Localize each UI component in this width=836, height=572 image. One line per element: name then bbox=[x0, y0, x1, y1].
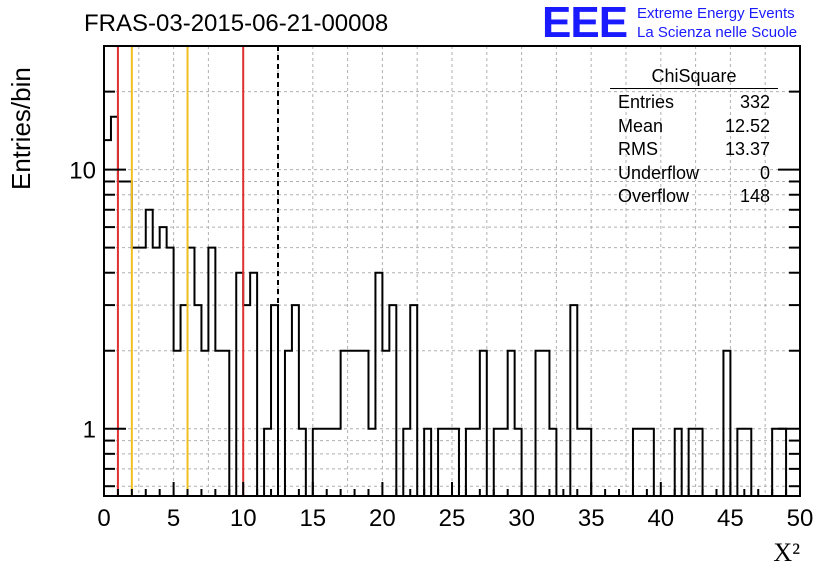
histogram-bin bbox=[125, 181, 132, 496]
stats-value: 12.52 bbox=[724, 115, 770, 136]
x-tick-label: 0 bbox=[97, 505, 110, 532]
histogram-bin bbox=[536, 351, 543, 496]
stats-label: Underflow bbox=[618, 162, 700, 183]
histogram-bin bbox=[375, 273, 382, 496]
logo-mark: EEE bbox=[542, 0, 628, 47]
tick-labels: 0 5 10 15 20 25 30 35 40 45 50 1 10 bbox=[69, 158, 813, 532]
histogram-bin bbox=[355, 351, 362, 496]
stats-row-rms: RMS 13.37 bbox=[610, 138, 778, 162]
histogram-bin bbox=[243, 305, 250, 496]
logo-line-1: Extreme Energy Events bbox=[637, 5, 795, 22]
stats-label: Overflow bbox=[618, 186, 690, 206]
histogram-bin bbox=[153, 248, 160, 496]
histogram-bin bbox=[194, 305, 201, 496]
histogram-bin bbox=[118, 181, 125, 496]
histogram-bin bbox=[208, 248, 215, 496]
grid bbox=[104, 46, 800, 496]
stats-box: ChiSquare Entries 332 Mean 12.52 RMS 13.37 … bbox=[610, 66, 778, 209]
x-tick-label: 45 bbox=[717, 505, 744, 532]
stats-row-overflow: Overflow 148 bbox=[610, 185, 778, 209]
histogram-bin bbox=[104, 140, 111, 496]
x-tick-label: 25 bbox=[439, 505, 466, 532]
x-tick-label: 20 bbox=[369, 505, 396, 532]
histogram-bin bbox=[174, 351, 181, 496]
stats-row-mean: Mean 12.52 bbox=[610, 115, 778, 139]
histogram-bin bbox=[222, 351, 229, 496]
x-tick-label: 50 bbox=[787, 505, 814, 532]
stats-row-underflow: Underflow 0 bbox=[610, 162, 778, 186]
logo-line-2: La Scienza nelle Scuole bbox=[637, 24, 798, 41]
stats-value: 332 bbox=[739, 92, 770, 112]
histogram-bin bbox=[362, 351, 369, 496]
histogram-bin bbox=[508, 351, 515, 496]
histogram-bin bbox=[160, 227, 167, 496]
stats-label: Entries bbox=[618, 92, 675, 112]
stats-value: 13.37 bbox=[724, 139, 770, 159]
x-tick-label: 5 bbox=[167, 505, 180, 532]
histogram-bin bbox=[146, 210, 153, 496]
stats-label: Mean bbox=[618, 115, 664, 136]
logo-text: Extreme Energy Events La Scienza nelle S… bbox=[637, 4, 797, 42]
x-tick-label: 30 bbox=[508, 505, 535, 532]
histogram-bin bbox=[111, 117, 118, 496]
histogram-outline bbox=[104, 115, 800, 497]
histogram bbox=[104, 115, 800, 497]
histogram-bin bbox=[723, 351, 730, 496]
stats-row-entries: Entries 332 bbox=[610, 91, 778, 115]
histogram-bin bbox=[167, 248, 174, 496]
x-tick-label: 35 bbox=[578, 505, 605, 532]
reference-lines bbox=[116, 46, 279, 496]
y-axis-label: Entries/bin bbox=[6, 67, 36, 190]
x-tick-label: 40 bbox=[647, 505, 674, 532]
x-tick-label: 10 bbox=[230, 505, 257, 532]
axis-ticks bbox=[103, 45, 801, 496]
histogram-bin bbox=[410, 305, 417, 496]
x-axis-label: X² bbox=[773, 538, 800, 567]
stats-title: ChiSquare bbox=[610, 66, 778, 89]
histogram-bin bbox=[250, 273, 257, 496]
stats-value: 0 bbox=[759, 162, 770, 183]
histogram-bin bbox=[236, 273, 243, 496]
histogram-bin bbox=[139, 248, 146, 496]
eee-logo: EEE Extreme Energy Events La Scienza nel… bbox=[542, 0, 797, 47]
histogram-bin bbox=[181, 305, 188, 496]
y-tick-label: 1 bbox=[83, 417, 96, 444]
histogram-bin bbox=[382, 351, 389, 496]
stats-value: 148 bbox=[739, 186, 770, 206]
y-tick-label: 10 bbox=[69, 158, 96, 185]
histogram-bin bbox=[542, 351, 549, 496]
x-tick-label: 15 bbox=[299, 505, 326, 532]
histogram-bin bbox=[285, 351, 292, 496]
histogram-bin bbox=[292, 305, 299, 496]
histogram-bin bbox=[570, 305, 577, 496]
histogram-bin bbox=[271, 305, 278, 496]
stats-label: RMS bbox=[618, 139, 658, 159]
histogram-bin bbox=[132, 248, 139, 496]
histogram-bin bbox=[188, 248, 195, 496]
histogram-bin bbox=[480, 351, 487, 496]
histogram-bin bbox=[341, 351, 348, 496]
histogram-bin bbox=[215, 351, 222, 496]
histogram-bin bbox=[201, 351, 208, 496]
histogram-bin bbox=[348, 351, 355, 496]
histogram-bin bbox=[389, 305, 396, 496]
chart-title: FRAS-03-2015-06-21-00008 bbox=[84, 10, 389, 37]
